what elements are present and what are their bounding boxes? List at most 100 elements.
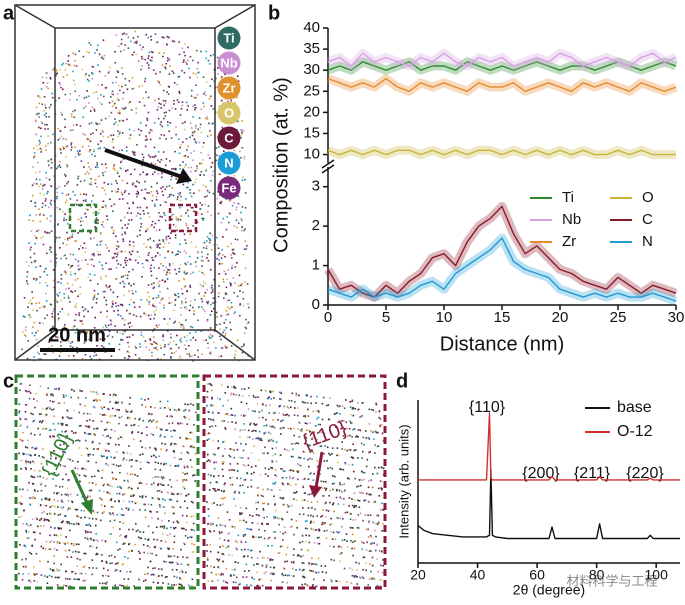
atom-dot <box>26 418 28 421</box>
atom-dot <box>352 407 355 410</box>
atom-dot <box>149 552 151 555</box>
atom-dot <box>188 584 190 587</box>
atom-dot <box>127 578 130 580</box>
atom-dot <box>67 508 69 511</box>
atom-dot <box>21 348 23 351</box>
atom-dot <box>58 236 61 239</box>
atom-dot <box>129 312 131 315</box>
atom-dot <box>336 412 338 414</box>
atom-dot <box>132 202 135 205</box>
atom-dot <box>82 228 84 231</box>
atom-dot <box>145 483 148 485</box>
atom-dot <box>64 570 67 573</box>
atom-dot <box>230 301 233 304</box>
atom-dot <box>254 465 257 467</box>
atom-dot <box>58 82 61 84</box>
atom-dot <box>323 460 326 462</box>
atom-dot <box>206 396 209 398</box>
atom-dot <box>193 150 195 152</box>
atom-dot <box>61 430 63 433</box>
atom-dot <box>147 291 149 294</box>
atom-dot <box>373 542 376 544</box>
atom-dot <box>37 329 39 332</box>
atom-dot <box>379 425 381 428</box>
atom-dot <box>127 358 129 360</box>
atom-dot <box>177 218 180 221</box>
atom-dot <box>142 156 145 159</box>
atom-dot <box>190 206 193 209</box>
atom-dot <box>30 246 32 249</box>
atom-dot <box>241 147 244 149</box>
atom-dot <box>143 503 145 506</box>
atom-dot <box>19 383 22 385</box>
atom-dot <box>144 139 147 141</box>
atom-dot <box>209 313 212 316</box>
atom-dot <box>172 340 175 342</box>
element-badge <box>217 151 241 175</box>
atom-dot <box>379 579 382 581</box>
atom-dot <box>59 341 62 343</box>
atom-dot <box>120 534 122 536</box>
atom-dot <box>166 547 169 549</box>
atom-dot <box>103 146 106 149</box>
atom-dot <box>222 455 224 457</box>
atom-dot <box>69 237 71 239</box>
legend-label: N <box>642 233 653 250</box>
atom-dot <box>158 498 161 501</box>
atom-dot <box>209 531 212 533</box>
x-tick-label: 15 <box>494 309 511 326</box>
atom-dot <box>119 570 122 572</box>
atom-dot <box>302 554 304 557</box>
atom-dot <box>180 323 182 326</box>
atom-dot <box>337 454 340 456</box>
atom-dot <box>348 478 350 480</box>
atom-dot <box>165 111 167 114</box>
atom-dot <box>187 344 190 347</box>
atom-dot <box>160 476 163 478</box>
atom-dot <box>134 354 137 356</box>
atom-dot <box>35 552 38 555</box>
atom-dot <box>31 332 34 334</box>
atom-dot <box>122 514 125 517</box>
atom-dot <box>225 228 228 231</box>
atom-dot <box>351 541 354 544</box>
atom-dot <box>81 390 83 392</box>
atom-dot <box>139 122 142 124</box>
atom-dot <box>158 239 161 242</box>
atom-dot <box>205 245 208 248</box>
atom-dot <box>96 49 98 51</box>
atom-dot <box>102 484 105 487</box>
atom-dot <box>83 474 86 477</box>
atom-dot <box>137 191 140 194</box>
atom-dot <box>249 423 251 426</box>
atom-dot <box>215 524 218 527</box>
atom-dot <box>174 429 176 432</box>
atom-dot <box>110 96 112 98</box>
atom-dot <box>258 437 260 439</box>
atom-dot <box>379 508 382 511</box>
atom-dot <box>320 515 322 518</box>
atom-dot <box>118 343 121 346</box>
atom-dot <box>139 343 141 345</box>
atom-dot <box>162 89 165 92</box>
atom-dot <box>105 167 108 169</box>
atom-dot <box>53 513 56 516</box>
atom-dot <box>45 171 47 174</box>
atom-dot <box>350 513 352 515</box>
atom-dot <box>204 203 206 205</box>
atom-dot <box>358 499 361 502</box>
atom-dot <box>274 474 277 476</box>
atom-dot <box>349 518 352 520</box>
atom-dot <box>353 547 356 550</box>
atom-dot <box>70 265 72 268</box>
atom-dot <box>24 446 27 448</box>
atom-dot <box>231 421 233 423</box>
atom-dot <box>245 248 248 250</box>
atom-dot <box>147 420 150 423</box>
atom-dot <box>279 398 281 400</box>
atom-dot <box>224 273 227 275</box>
atom-dot <box>184 301 187 304</box>
atom-dot <box>209 95 212 98</box>
atom-dot <box>125 424 128 426</box>
atom-dot <box>151 476 154 479</box>
